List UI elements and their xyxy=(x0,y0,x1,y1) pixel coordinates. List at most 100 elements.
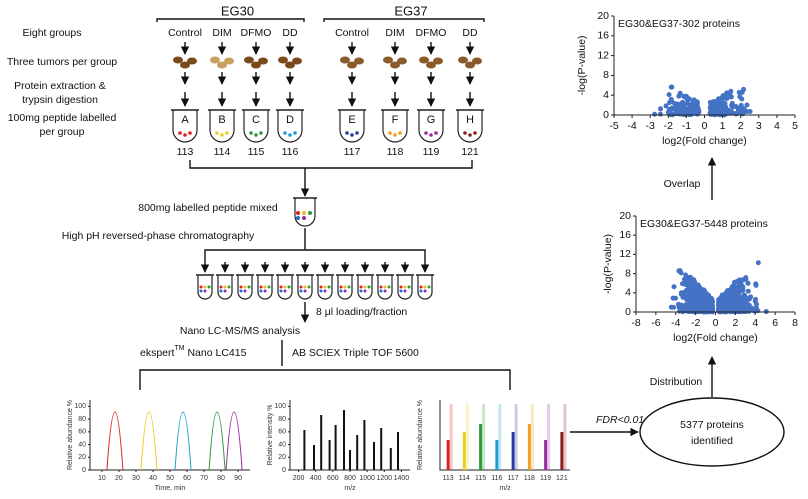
scatter-point-decor xyxy=(700,295,706,301)
scatter-point-decor xyxy=(727,293,733,299)
scatter-point-decor xyxy=(740,284,746,290)
tube-dot xyxy=(343,289,347,293)
scatter-point-decor xyxy=(710,110,716,116)
y-tick-label: 4 xyxy=(625,287,631,299)
tumor xyxy=(180,61,190,69)
scatter-point-decor xyxy=(679,281,685,287)
y-tick-label: 20 xyxy=(78,454,86,461)
group-bracket xyxy=(323,18,485,22)
tube-dot xyxy=(254,133,258,137)
step-text: Nano LC-MS/MS analysis xyxy=(180,325,300,337)
tube-dot xyxy=(327,285,331,289)
scatter-point-decor xyxy=(684,294,690,300)
tube-dot xyxy=(363,285,367,289)
tube-dot xyxy=(343,285,347,289)
tube-dot xyxy=(363,289,367,293)
scatter-point-decor xyxy=(677,109,683,115)
tumor xyxy=(419,56,429,64)
x-tick-label: -1 xyxy=(682,120,691,132)
tube-dot xyxy=(323,285,327,289)
tube-dot xyxy=(423,289,427,293)
scatter-point-decor xyxy=(672,295,678,301)
treatment-label: DFMO xyxy=(241,27,272,39)
scatter-point-decor xyxy=(690,103,696,109)
scatter-point-decor xyxy=(737,296,743,302)
axis xyxy=(89,400,250,471)
x-tick-label: 115 xyxy=(475,475,486,482)
tube-dot xyxy=(259,285,263,289)
tube-dot xyxy=(383,285,387,289)
bracket xyxy=(204,249,426,262)
tumor xyxy=(187,57,197,65)
group-bracket xyxy=(156,18,305,22)
x-tick-label: -8 xyxy=(631,317,640,329)
group-title: EG30 xyxy=(221,3,254,18)
scatter-point-decor xyxy=(687,306,693,312)
tumor xyxy=(285,61,295,69)
scatter-point-decor xyxy=(691,302,697,308)
y-tick-label: 4 xyxy=(603,89,609,101)
tube-dot xyxy=(302,211,306,215)
treatment-label: DD xyxy=(462,27,478,39)
scatter-point-decor xyxy=(727,110,733,116)
tube-dot xyxy=(239,289,243,293)
step-text: 800mg labelled peptide mixed xyxy=(138,202,278,214)
tag-label: 119 xyxy=(423,146,440,158)
scatter-point-decor xyxy=(729,100,735,106)
treatment-label: DIM xyxy=(385,27,404,39)
x-axis-label: m/z xyxy=(499,485,511,492)
scatter-point-decor xyxy=(666,92,672,98)
tube-dot xyxy=(367,285,371,289)
tube-dot xyxy=(227,285,231,289)
x-tick-label: 40 xyxy=(149,475,157,482)
tube-dot xyxy=(359,285,363,289)
y-tick-label: 8 xyxy=(625,267,631,279)
x-tick-label: 116 xyxy=(491,475,502,482)
y-tick-label: 0 xyxy=(82,467,86,474)
x-tick-label: 4 xyxy=(774,120,780,132)
tube-dot xyxy=(424,131,428,135)
tube-letter: G xyxy=(427,114,436,126)
scatter-point-decor xyxy=(704,301,710,307)
y-axis-label: -log(P-value) xyxy=(602,234,614,294)
scatter-point-decor xyxy=(719,111,725,117)
scatter-point-decor xyxy=(675,101,681,107)
scatter-point-decor xyxy=(706,296,712,302)
tube-letter: B xyxy=(218,114,225,126)
x-tick-label: -2 xyxy=(664,120,673,132)
tube-dot xyxy=(178,131,182,135)
tube-dot xyxy=(323,289,327,293)
y-axis-label: Relative intensity % xyxy=(267,404,274,465)
step-text: Overlap xyxy=(664,178,701,190)
tube-dot xyxy=(243,285,247,289)
tube-letter: F xyxy=(392,114,399,126)
tumor xyxy=(173,56,183,64)
x-tick-label: 8 xyxy=(792,317,798,329)
scatter-point-decor xyxy=(739,96,745,102)
x-axis-label: log2(Fold change) xyxy=(673,332,758,344)
scatter-point-decor xyxy=(693,291,699,297)
y-tick-label: 60 xyxy=(78,429,86,436)
tube-dot xyxy=(199,285,203,289)
y-tick-label: 8 xyxy=(603,69,609,81)
tube-dot xyxy=(303,285,307,289)
tube-dot xyxy=(279,285,283,289)
scatter-point-decor xyxy=(745,280,751,286)
step-text: ekspertTM Nano LC415 xyxy=(140,345,247,359)
x-tick-label: 118 xyxy=(524,475,535,482)
x-tick-label: 117 xyxy=(508,475,519,482)
tag-label: 118 xyxy=(387,146,404,158)
scatter-point-decor xyxy=(753,281,759,287)
scatter-point-decor xyxy=(715,111,721,117)
group-title: EG37 xyxy=(394,3,427,18)
tag-label: 115 xyxy=(248,146,265,158)
y-tick-label: 12 xyxy=(597,49,609,61)
x-tick-label: 50 xyxy=(166,475,174,482)
peak xyxy=(106,411,124,471)
tumor xyxy=(278,56,288,64)
x-tick-label: 0 xyxy=(713,317,719,329)
tube-dot xyxy=(423,285,427,289)
row-label: 100mg peptide labelled xyxy=(8,112,117,124)
tube-letter: D xyxy=(286,114,294,126)
x-tick-label: -2 xyxy=(691,317,700,329)
